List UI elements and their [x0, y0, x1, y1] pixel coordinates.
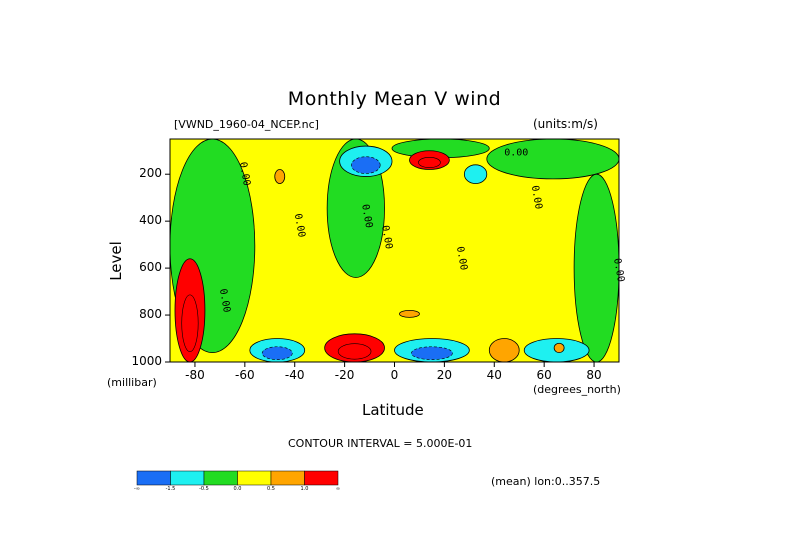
contour-label: 0.00 [217, 288, 232, 314]
contour-label: 0.00 [529, 185, 544, 211]
y-tick-label: 800 [139, 307, 162, 322]
colorbar-swatch [136, 470, 171, 486]
contour-label: 0.00 [504, 147, 528, 158]
colorbar-swatch [270, 470, 305, 486]
colorbar-tick-label: 1.0 [300, 486, 309, 492]
y-axis-unit: (millibar) [107, 376, 157, 389]
positive-region [488, 338, 520, 362]
contour-field [170, 139, 619, 362]
x-tick-label: -20 [334, 368, 355, 382]
x-tick-label: 20 [436, 368, 453, 382]
chart-title: Monthly Mean V wind [287, 88, 502, 110]
x-axis-label: Latitude [362, 401, 424, 419]
colorbar-tick-label: -0.5 [199, 486, 209, 492]
colorbar-swatch [170, 470, 205, 486]
units-label: (units:m/s) [533, 117, 598, 131]
colorbar-tick-label: 0.5 [267, 486, 275, 492]
x-tick-label: 80 [586, 368, 602, 382]
negative-region-core [351, 156, 381, 174]
x-tick-label: -80 [185, 368, 205, 382]
contour-label: 0.00 [237, 161, 252, 187]
contour-label: 0.00 [292, 213, 307, 239]
contour-label: 0.00 [379, 224, 394, 250]
negative-region-core [261, 346, 293, 360]
x-tick-label: -40 [284, 368, 305, 382]
negative-region [463, 164, 488, 184]
positive-region [274, 169, 286, 185]
negative-region-core [411, 346, 453, 360]
colorbar-tick-label: 0.0 [233, 486, 242, 492]
y-tick-label: 600 [139, 260, 162, 275]
colorbar-swatch [304, 470, 339, 486]
colorbar-swatch [237, 470, 272, 486]
mean-label: (mean) lon:0..357.5 [491, 475, 601, 488]
positive-region-core [181, 294, 199, 352]
colorbar-tick-label: -∞ [134, 486, 140, 492]
negative-region [573, 173, 619, 362]
positive-region [399, 309, 420, 318]
x-tick-label: 60 [536, 368, 552, 382]
positive-region-core [337, 343, 372, 360]
y-tick-label: 200 [139, 166, 162, 181]
colorbar-swatch [203, 470, 238, 486]
contour-label: 0.00 [454, 246, 469, 272]
x-tick-label: 40 [486, 368, 502, 382]
x-axis-unit: (degrees_north) [533, 383, 621, 396]
x-tick-label: -60 [235, 368, 255, 382]
y-tick-label: 400 [139, 213, 162, 228]
dataset-label: [VWND_1960-04_NCEP.nc] [174, 118, 319, 131]
contour-label: 0.00 [611, 257, 626, 283]
negative-region [486, 139, 619, 180]
y-tick-label: 1000 [131, 354, 162, 368]
positive-region-core [418, 157, 441, 168]
x-tick-label: 0 [390, 368, 399, 382]
contour-label: 0.00 [359, 203, 374, 229]
positive-region [553, 342, 565, 354]
colorbar-tick-label: ∞ [335, 486, 341, 492]
colorbar-tick-label: -1.5 [165, 486, 176, 492]
contour-interval-label: CONTOUR INTERVAL = 5.000E-01 [288, 437, 473, 450]
